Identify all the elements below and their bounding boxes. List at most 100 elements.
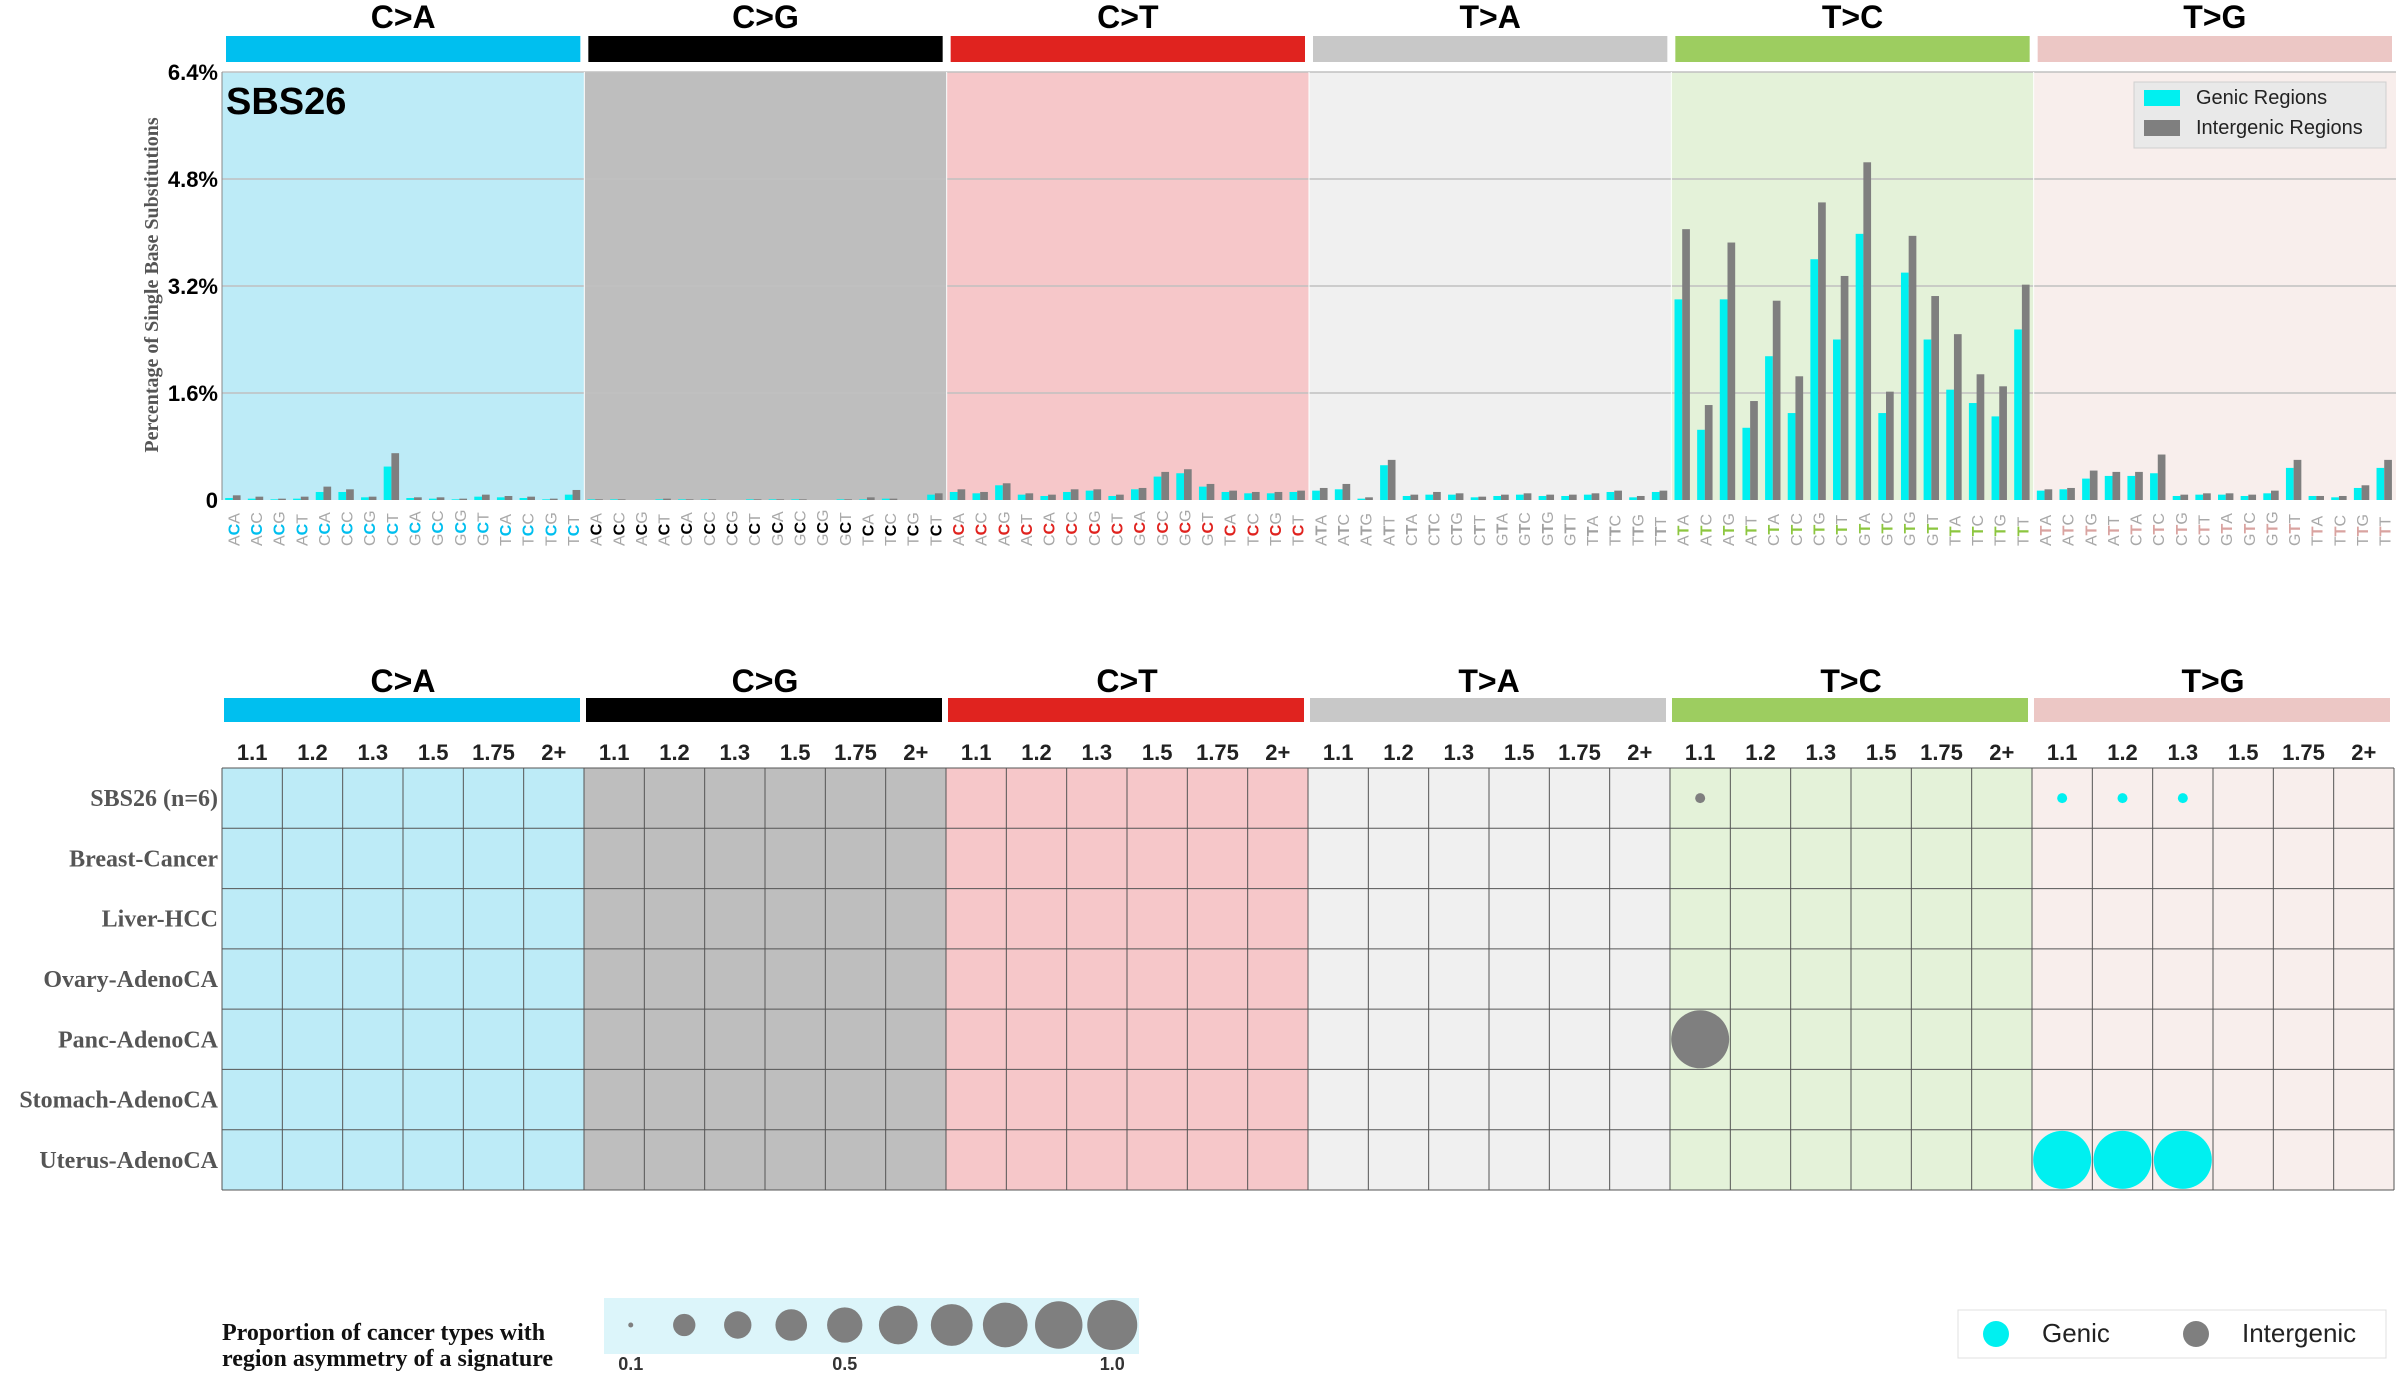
- bar-intergenic: [1931, 296, 1940, 500]
- x-tick-label: TTC: [1608, 515, 1625, 546]
- x-tick-label: ACT: [1019, 514, 1036, 546]
- y-axis-label: Percentage of Single Base Substitutions: [141, 117, 163, 452]
- x-tick-label: GTC: [1879, 512, 1896, 546]
- bar-genic: [1991, 416, 2000, 500]
- x-tick-label: CTG: [2174, 512, 2191, 546]
- bar-intergenic: [1183, 469, 1192, 500]
- bar-intergenic: [2044, 489, 2053, 500]
- y-tick-label: 0: [206, 488, 218, 513]
- x-tick-label: TCC: [883, 513, 900, 546]
- bar-genic: [995, 485, 1003, 500]
- size-legend-dot: [724, 1311, 752, 1339]
- bar-intergenic: [2225, 493, 2234, 500]
- bar-intergenic: [753, 499, 762, 500]
- x-tick-label: GTA: [1857, 513, 1874, 546]
- mutation-label: C>G: [732, 0, 799, 35]
- bar-intergenic: [1953, 334, 1962, 500]
- bar-intergenic: [2067, 487, 2075, 500]
- x-tick-label: GTT: [2287, 514, 2304, 546]
- bar-intergenic: [255, 496, 264, 500]
- bar-genic: [1176, 473, 1184, 500]
- x-tick-label: CCT: [385, 513, 402, 546]
- bar-intergenic: [889, 498, 898, 500]
- legend-swatch-1: [2144, 120, 2180, 136]
- bar-genic: [2127, 475, 2136, 500]
- grid-column-label: 1.1: [237, 740, 268, 765]
- bar-intergenic: [1138, 487, 1147, 500]
- x-tick-label: CCC: [702, 511, 719, 546]
- bar-intergenic: [844, 499, 853, 500]
- grid-mutation-bar-5: [2034, 698, 2390, 722]
- x-tick-label: TTA: [1947, 515, 1964, 546]
- bar-intergenic: [1251, 491, 1260, 500]
- grid-column-label: 2+: [1989, 740, 2014, 765]
- bar-genic: [768, 499, 777, 500]
- x-tick-label: CCG: [725, 510, 742, 546]
- row-label: Ovary-AdenoCA: [43, 967, 218, 993]
- bar-intergenic: [527, 496, 535, 500]
- bar-genic: [1131, 489, 1139, 500]
- bar-intergenic: [663, 498, 671, 500]
- bar-genic: [2150, 473, 2158, 500]
- bar-intergenic: [595, 499, 603, 500]
- grid-column-label: 1.2: [1383, 740, 1414, 765]
- x-tick-label: TTG: [1630, 514, 1647, 546]
- grid-column-label: 1.75: [472, 740, 515, 765]
- bar-intergenic: [1297, 490, 1305, 500]
- x-tick-label: GTT: [1562, 514, 1579, 546]
- bar-intergenic: [776, 499, 785, 500]
- bar-intergenic: [2361, 485, 2370, 500]
- grid-mutation-bar-1: [586, 698, 942, 722]
- bar-genic: [1402, 495, 1411, 500]
- bar-intergenic: [368, 496, 377, 500]
- bar-intergenic: [1886, 391, 1894, 500]
- grid-column-label: 2+: [541, 740, 566, 765]
- bar-intergenic: [799, 499, 807, 500]
- bar-genic: [564, 494, 573, 500]
- color-legend-dot-intergenic: [2183, 1321, 2209, 1347]
- bar-intergenic: [1863, 162, 1872, 500]
- x-tick-label: ACG: [272, 511, 289, 546]
- grid-mutation-label: T>C: [1820, 663, 1881, 699]
- grid-column-label: 1.5: [418, 740, 449, 765]
- bar-intergenic: [572, 489, 581, 500]
- x-tick-label: ACA: [226, 513, 243, 546]
- x-tick-label: TTG: [1993, 514, 2010, 546]
- x-tick-label: GCT: [475, 512, 492, 546]
- x-tick-label: GCT: [838, 512, 855, 546]
- bar-intergenic: [685, 499, 694, 500]
- grid-column-label: 1.2: [297, 740, 328, 765]
- x-tick-label: GTA: [1494, 513, 1511, 546]
- x-tick-label: CTT: [1472, 515, 1489, 546]
- bar-intergenic: [1229, 490, 1237, 500]
- grid-column-label: 1.5: [1142, 740, 1173, 765]
- mutation-label: T>G: [2183, 0, 2246, 35]
- bar-intergenic: [1319, 487, 1328, 500]
- size-legend-tick: 1.0: [1100, 1354, 1125, 1374]
- legend-swatch-0: [2144, 90, 2180, 106]
- x-tick-label: GTG: [1902, 511, 1919, 546]
- dot-genic: [2057, 793, 2068, 804]
- mutation-bar-4: [1675, 36, 2030, 62]
- size-legend-dot: [673, 1313, 696, 1337]
- row-label: Breast-Cancer: [69, 846, 218, 872]
- x-tick-label: TCA: [1223, 514, 1240, 546]
- bar-genic: [315, 491, 324, 500]
- size-legend-dot: [930, 1304, 973, 1346]
- bar-intergenic: [1591, 493, 1600, 500]
- x-tick-label: ATA: [1676, 515, 1693, 546]
- legend-label: Genic Regions: [2196, 87, 2327, 109]
- bar-genic: [859, 499, 867, 500]
- grid-column-label: 1.3: [720, 740, 751, 765]
- grid-mutation-label: T>A: [1458, 663, 1519, 699]
- x-tick-label: TTA: [2310, 515, 2327, 546]
- x-tick-label: TCC: [521, 513, 538, 546]
- bar-intergenic: [2338, 495, 2347, 500]
- bar-intergenic: [1116, 494, 1124, 500]
- bar-genic: [2036, 490, 2045, 500]
- bar-intergenic: [278, 498, 286, 500]
- grid-column-label: 1.1: [961, 740, 992, 765]
- bar-genic: [293, 498, 301, 500]
- bar-genic: [1221, 491, 1230, 500]
